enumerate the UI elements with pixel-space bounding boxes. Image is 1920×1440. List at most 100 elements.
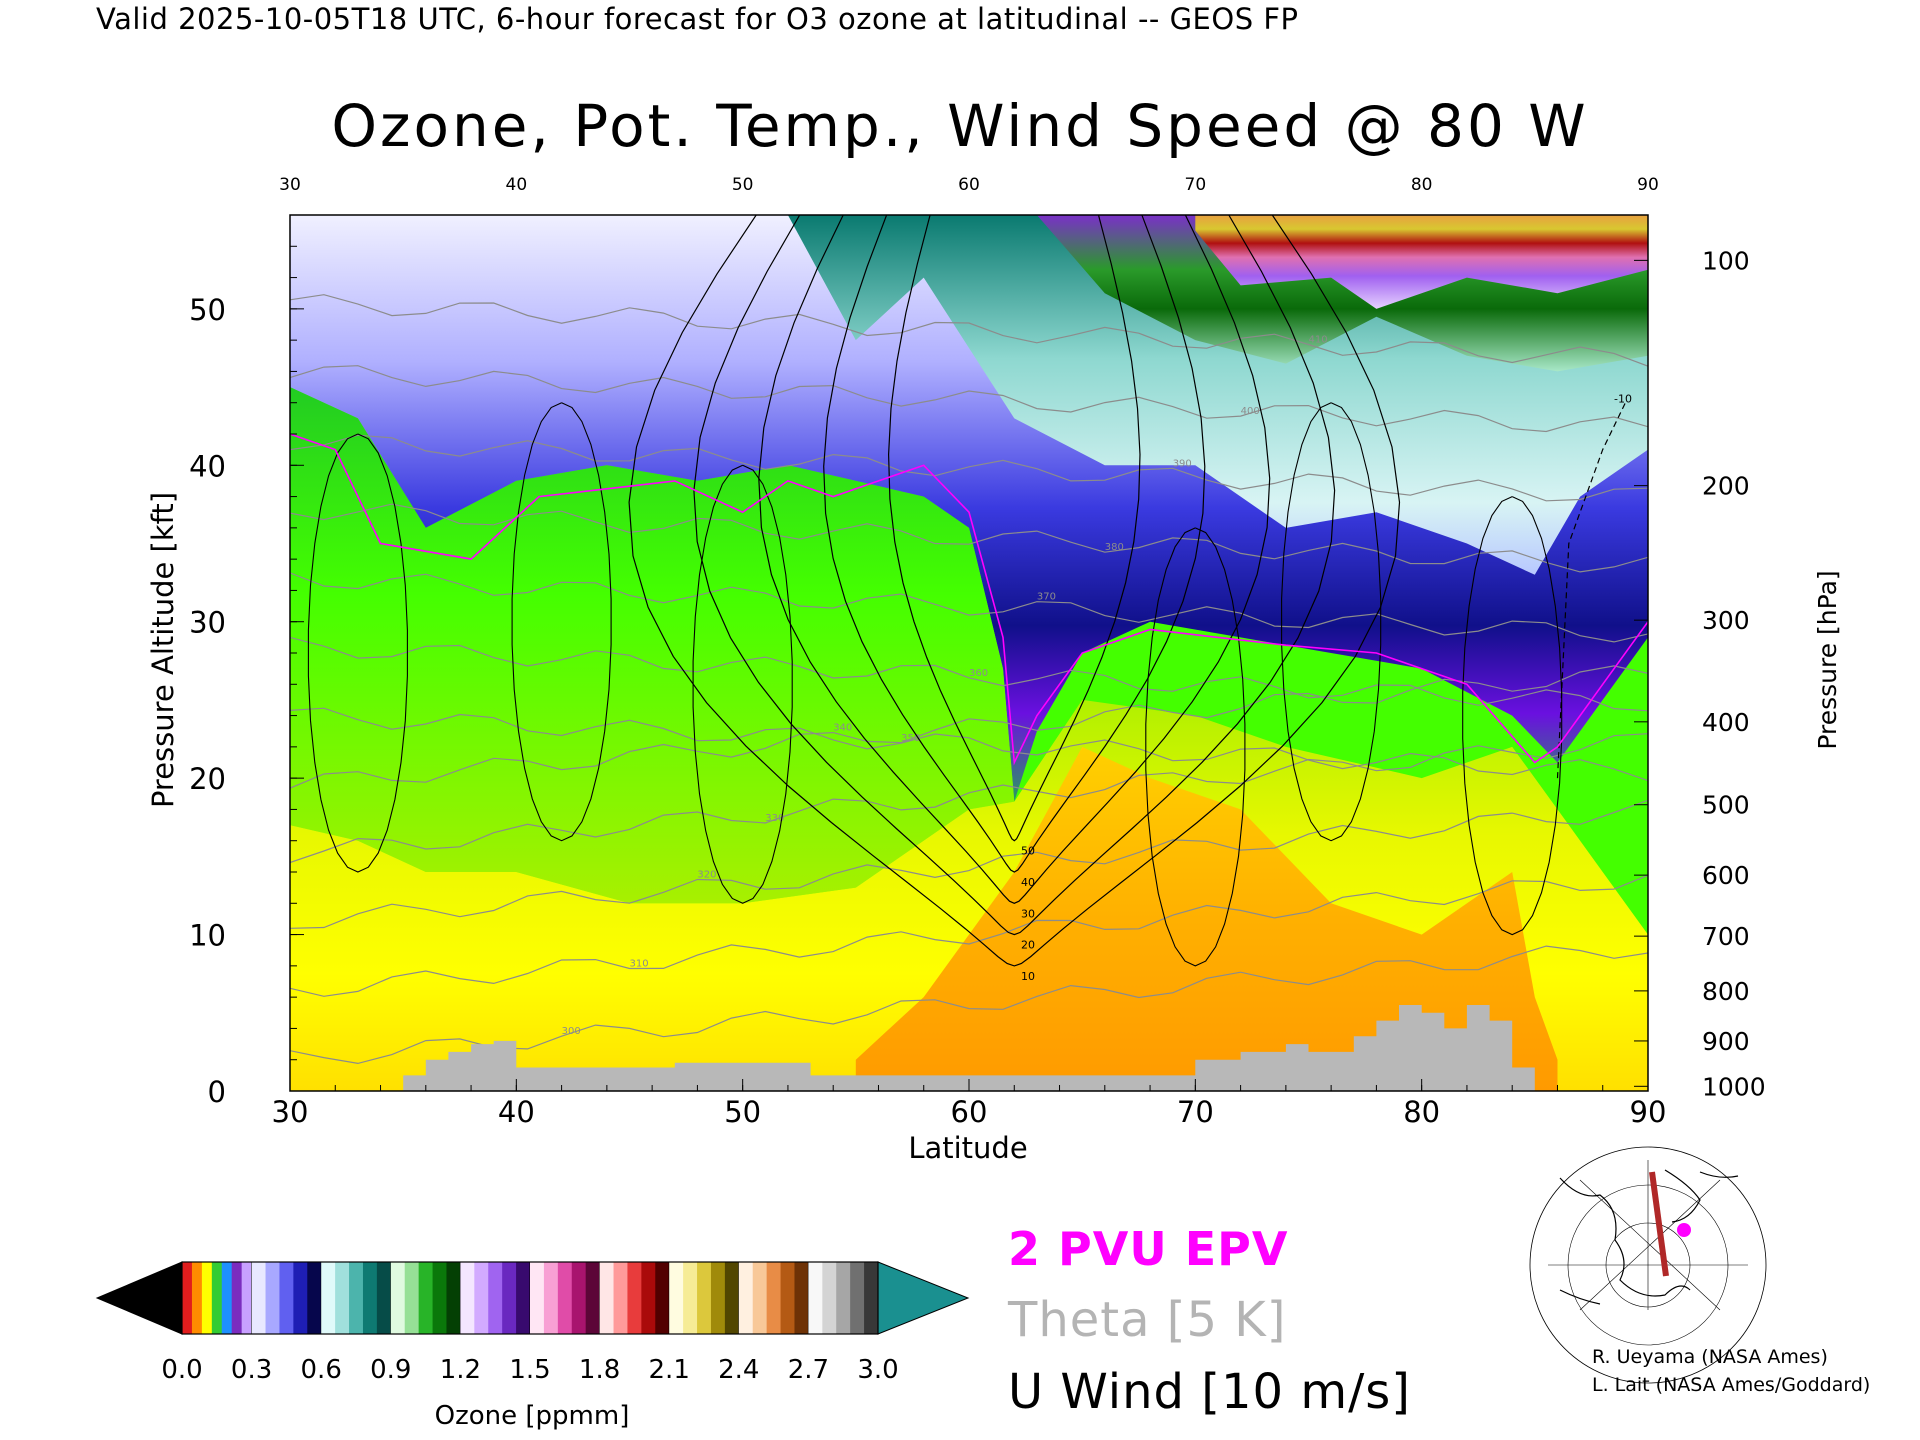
theta-line-label: 320 — [697, 869, 716, 880]
colorbar-swatch — [836, 1262, 851, 1334]
colorbar-label: Ozone [ppmm] — [435, 1401, 630, 1431]
colorbar-swatch — [488, 1262, 503, 1334]
colorbar-swatch — [418, 1262, 433, 1334]
colorbar-tick-label: 2.1 — [649, 1355, 690, 1385]
colorbar-swatch — [221, 1262, 233, 1334]
y-tick-label: 30 — [189, 606, 226, 640]
colorbar-tick-label: 1.2 — [440, 1355, 481, 1385]
theta-line — [290, 665, 1648, 789]
x-top-tick-label: 90 — [1637, 175, 1659, 195]
colorbar-swatch — [766, 1262, 781, 1334]
pressure-tick-label: 1000 — [1702, 1072, 1766, 1101]
colorbar: 0.0 0.3 0.6 0.9 1.2 1.5 1.8 2.1 2.4 2.7 3.0 — [95, 1261, 970, 1385]
u-wind-line — [692, 464, 793, 904]
colorbar-swatch — [231, 1262, 243, 1334]
chart-axes: 3030404050506060707080809090010203040501… — [189, 175, 1766, 1129]
pressure-tick-label: 600 — [1702, 861, 1750, 890]
pressure-tick-label: 200 — [1702, 472, 1750, 501]
pressure-tick-label: 500 — [1702, 791, 1750, 820]
x-tick-label: 90 — [1630, 1095, 1667, 1129]
colorbar-swatch — [191, 1262, 203, 1334]
colorbar-under-arrow — [95, 1261, 183, 1335]
u-wind-line — [693, 215, 1336, 936]
colorbar-swatch — [474, 1262, 489, 1334]
theta-line — [290, 572, 1648, 643]
x-top-tick-label: 40 — [506, 175, 528, 195]
u-wind-line — [1145, 527, 1246, 967]
colorbar-swatch — [543, 1262, 559, 1334]
colorbar-swatch — [446, 1262, 461, 1334]
theta-line — [290, 733, 1648, 864]
theta-line-label: 340 — [833, 723, 852, 734]
x-top-tick-label: 30 — [279, 175, 301, 195]
pressure-tick-label: 800 — [1702, 977, 1750, 1006]
ozone-region-boundary-layer-orange — [855, 746, 1558, 1091]
theta-line-label: 380 — [1105, 542, 1124, 553]
u-wind-line-label: -10 — [1614, 393, 1632, 406]
u-wind-line — [758, 215, 1271, 904]
chart-title: Ozone, Pot. Temp., Wind Speed @ 80 W — [331, 92, 1589, 160]
location-inset-map — [1529, 1146, 1767, 1384]
colorbar-swatch — [182, 1262, 193, 1334]
colorbar-swatch — [613, 1262, 628, 1334]
terrain-shape — [290, 1005, 1648, 1091]
colorbar-swatch — [432, 1262, 447, 1334]
theta-isentropes: 300 310 320 330 340 350 360 370 380 390 400 410 — [290, 294, 1648, 1065]
credit-author-1: R. Ueyama (NASA Ames) — [1592, 1346, 1828, 1368]
terrain-mask — [290, 1005, 1648, 1091]
u-wind-line-label: 20 — [1021, 939, 1035, 952]
colorbar-swatch — [376, 1262, 392, 1334]
u-wind-negative-line — [1556, 402, 1626, 779]
epv-2pvu-contour — [290, 433, 1648, 766]
credit-author-2: L. Lait (NASA Ames/Goddard) — [1592, 1374, 1871, 1396]
forecast-valid-caption: Valid 2025-10-05T18 UTC, 6-hour forecast… — [96, 2, 1299, 36]
colorbar-swatch — [307, 1262, 322, 1334]
x-top-tick-label: 80 — [1411, 175, 1433, 195]
x-top-tick-label: 50 — [732, 175, 754, 195]
colorbar-swatch — [404, 1262, 420, 1334]
u-wind-line — [887, 215, 1141, 842]
theta-line-label: 390 — [1173, 458, 1192, 469]
colorbar-tick-label: 0.3 — [231, 1355, 272, 1385]
u-wind-line — [628, 215, 1401, 967]
colorbar-swatch — [293, 1262, 308, 1334]
ozone-fill-layer — [290, 215, 1648, 1091]
theta-line-label: 360 — [969, 668, 988, 679]
pressure-tick-label: 300 — [1702, 606, 1750, 635]
theta-line-label: 400 — [1241, 406, 1260, 417]
u-wind-line-label: 30 — [1021, 907, 1035, 920]
theta-line — [290, 874, 1648, 997]
colorbar-swatch — [724, 1262, 740, 1334]
colorbar-swatch — [251, 1262, 266, 1334]
colorbar-swatch — [335, 1262, 350, 1334]
u-wind-contours: 10 20 30 40 50 -10 — [307, 215, 1632, 983]
theta-line — [290, 294, 1648, 367]
u-wind-line-label: 10 — [1021, 970, 1035, 983]
y-tick-label: 40 — [189, 449, 226, 483]
y-tick-label: 0 — [208, 1075, 226, 1109]
u-wind-line-label: 40 — [1021, 876, 1035, 889]
colorbar-swatch — [808, 1262, 823, 1334]
colorbar-swatch — [710, 1262, 726, 1334]
x-top-tick-label: 70 — [1185, 175, 1207, 195]
colorbar-tick-label: 2.7 — [788, 1355, 829, 1385]
colorbar-swatch — [822, 1262, 837, 1334]
colorbar-swatch — [265, 1262, 280, 1334]
theta-line — [290, 434, 1648, 502]
cross-section-track — [1649, 1171, 1669, 1277]
x-tick-label: 50 — [724, 1095, 761, 1129]
legend-theta: Theta [5 K] — [1008, 1292, 1287, 1348]
colorbar-swatch — [599, 1262, 614, 1334]
colorbar-swatch — [557, 1262, 573, 1334]
theta-line-label: 310 — [630, 958, 649, 969]
pressure-tick-label: 900 — [1702, 1027, 1750, 1056]
pressure-tick-label: 400 — [1702, 708, 1750, 737]
legend-epv: 2 PVU EPV — [1008, 1222, 1289, 1276]
colorbar-tick-label: 0.6 — [301, 1355, 342, 1385]
u-wind-line-label: 50 — [1021, 845, 1035, 858]
colorbar-swatch — [752, 1262, 768, 1334]
pressure-tick-label: 100 — [1702, 246, 1750, 275]
colorbar-tick-label: 1.5 — [509, 1355, 550, 1385]
u-wind-line — [1281, 402, 1382, 842]
colorbar-swatch — [738, 1262, 754, 1334]
